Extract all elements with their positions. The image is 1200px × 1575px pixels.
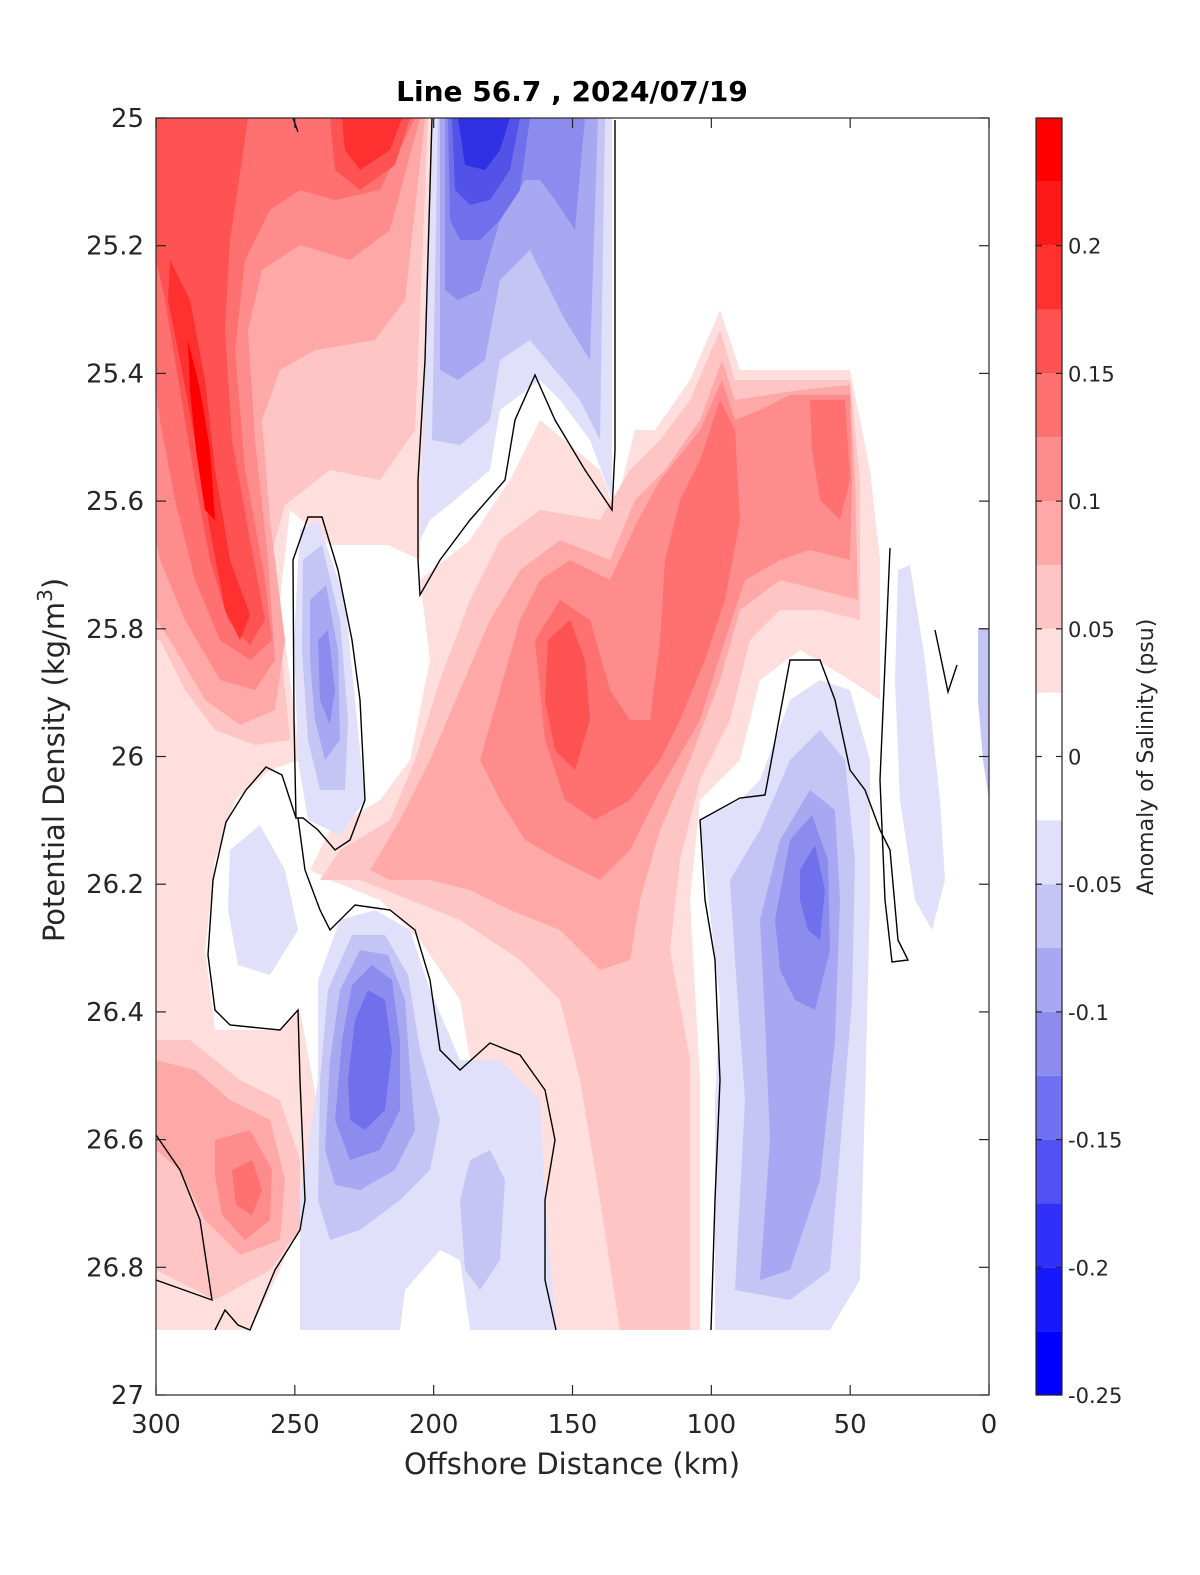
contour-fill-positive (545, 620, 590, 770)
colorbar-ticks: -0.25 -0.2 -0.15 -0.1 -0.05 0 0.05 0.1 0.15 0.2 (1036, 235, 1122, 1408)
colorbar-band (1036, 948, 1062, 1012)
chart-title: Line 56.7 , 2024/07/19 (396, 75, 748, 108)
colorbar-band (1036, 1267, 1062, 1332)
colorbar-band (1036, 1203, 1062, 1268)
zero-contour-line (417, 118, 616, 598)
x-tick-label: 300 (131, 1410, 181, 1440)
colorbar-band (1036, 1331, 1062, 1395)
y-tick-label: 27 (111, 1381, 144, 1411)
y-axis-label: Potential Density (kg/m3) (33, 578, 71, 942)
colorbar-tick-label: -0.1 (1068, 1001, 1109, 1025)
x-axis-label: Offshore Distance (km) (404, 1447, 740, 1481)
colorbar-band (1036, 564, 1062, 629)
y-tick-label: 25.6 (86, 487, 144, 517)
contour-fill-negative (348, 990, 392, 1130)
y-axis: 25 25.2 25.4 25.6 25.8 26 26.2 26.4 26.6 26.8 27 (86, 104, 989, 1411)
colorbar-band (1036, 628, 1062, 693)
colorbar-band (1036, 181, 1062, 246)
contour-fill-negative (460, 1150, 505, 1290)
colorbar-tick-label: -0.15 (1068, 1129, 1122, 1153)
colorbar-tick-label: 0 (1068, 746, 1081, 770)
x-tick-label: 150 (548, 1410, 598, 1440)
y-tick-label: 26.6 (86, 1126, 144, 1156)
colorbar-tick-label: 0.15 (1068, 362, 1115, 386)
colorbar-band (1036, 692, 1062, 757)
zero-contour-line (934, 629, 958, 695)
colorbar-band (1036, 1139, 1062, 1204)
y-tick-label: 26.2 (86, 870, 144, 900)
contour-fill-negative (458, 118, 510, 170)
contour-fill-negative (800, 845, 825, 940)
zero-contour-line (207, 766, 306, 1331)
contour-fill-positive (156, 118, 265, 645)
y-tick-label: 26.4 (86, 998, 144, 1028)
y-tick-label: 26 (111, 743, 144, 773)
contour-fill-negative (895, 565, 945, 930)
zero-contour-line (292, 516, 366, 851)
contour-fill-negative (228, 825, 298, 975)
colorbar-band (1036, 1011, 1062, 1076)
x-tick-label: 250 (270, 1410, 320, 1440)
colorbar-label: Anomaly of Salinity (psu) (1134, 619, 1159, 896)
colorbar-band (1036, 309, 1062, 374)
colorbar-band (1036, 437, 1062, 502)
zero-contour-line (156, 1134, 213, 1302)
colorbar (1036, 118, 1062, 1395)
contour-fill-positive (810, 400, 850, 520)
colorbar-tick-label: 0.05 (1068, 618, 1115, 642)
colorbar-tick-label: -0.05 (1068, 873, 1122, 897)
y-tick-label: 25.2 (86, 232, 144, 262)
x-tick-label: 0 (981, 1410, 998, 1440)
y-tick-label: 26.8 (86, 1253, 144, 1283)
contour-fill-positive (188, 340, 215, 520)
y-tick-label: 25.8 (86, 615, 144, 645)
colorbar-band (1036, 884, 1062, 949)
zero-contour-line (292, 118, 299, 133)
x-tick-label: 50 (834, 1410, 867, 1440)
contour-fill-negative (400, 1250, 470, 1330)
contour-field (156, 118, 989, 1330)
contour-fill-negative (318, 630, 335, 725)
colorbar-band (1036, 1075, 1062, 1140)
colorbar-band (1036, 820, 1062, 885)
colorbar-band (1036, 245, 1062, 310)
contour-fill-positive (232, 1160, 262, 1215)
contour-fill-positive (342, 118, 402, 170)
colorbar-tick-label: -0.2 (1068, 1256, 1109, 1280)
colorbar-band (1036, 501, 1062, 565)
colorbar-band (1036, 373, 1062, 438)
colorbar-band (1036, 756, 1062, 821)
x-axis: 300 250 200 150 100 50 0 (131, 118, 997, 1440)
colorbar-tick-label: -0.25 (1068, 1384, 1122, 1408)
y-tick-label: 25.4 (86, 359, 144, 389)
colorbar-tick-label: 0.2 (1068, 235, 1101, 259)
zero-contour-line (699, 547, 910, 1331)
x-tick-label: 200 (409, 1410, 459, 1440)
y-tick-label: 25 (111, 104, 144, 134)
colorbar-tick-label: 0.1 (1068, 490, 1101, 514)
x-tick-label: 100 (687, 1410, 737, 1440)
zero-contour-lines (156, 118, 958, 1331)
colorbar-band (1036, 118, 1062, 182)
zero-contour-line (297, 817, 557, 1331)
